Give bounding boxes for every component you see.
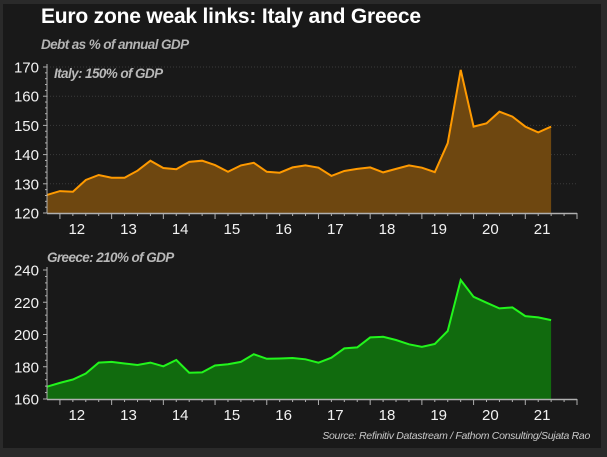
greece-y-tick-label: 200 bbox=[14, 327, 39, 344]
italy-y-tick-label: 160 bbox=[14, 89, 39, 106]
italy-x-tick-label: 14 bbox=[172, 221, 189, 238]
italy-x-tick-label: 17 bbox=[327, 221, 344, 238]
italy-y-tick-label: 130 bbox=[14, 176, 39, 193]
greece-y-tick-label: 180 bbox=[14, 359, 39, 376]
greece-x-tick-label: 16 bbox=[275, 407, 292, 424]
italy-y-tick-label: 170 bbox=[14, 60, 39, 77]
italy-area-fill bbox=[47, 69, 552, 214]
greece-x-tick-label: 20 bbox=[482, 407, 499, 424]
italy-x-tick-label: 20 bbox=[482, 221, 499, 238]
greece-x-tick-label: 21 bbox=[534, 407, 551, 424]
greece-x-tick-label: 14 bbox=[172, 407, 189, 424]
italy-y-tick-label: 150 bbox=[14, 118, 39, 135]
italy-panel: 120 130 140 150 160 170 12 13 14 15 16 17 18 19 20 21 It… bbox=[14, 60, 578, 238]
italy-x-tick-label: 21 bbox=[534, 221, 551, 238]
italy-x-tick-label: 16 bbox=[275, 221, 292, 238]
italy-x-tick-label: 15 bbox=[224, 221, 241, 238]
greece-area-fill bbox=[47, 280, 552, 399]
greece-panel: 160 180 200 220 240 12 13 14 15 16 17 18 19 20 21 Greec… bbox=[14, 250, 578, 424]
greece-y-tick-label: 220 bbox=[14, 295, 39, 312]
greece-y-tick-label: 240 bbox=[14, 263, 39, 280]
greece-x-tick-label: 15 bbox=[224, 407, 241, 424]
greece-y-tick-label: 160 bbox=[14, 392, 39, 409]
italy-x-tick-label: 18 bbox=[379, 221, 396, 238]
greece-x-tick-label: 12 bbox=[68, 407, 85, 424]
italy-panel-label: Italy: 150% of GDP bbox=[54, 66, 164, 81]
italy-series-line bbox=[46, 69, 552, 196]
greece-x-tick-label: 19 bbox=[430, 407, 447, 424]
greece-panel-label: Greece: 210% of GDP bbox=[47, 250, 175, 265]
italy-x-tick-label: 13 bbox=[120, 221, 137, 238]
greece-x-tick-label: 18 bbox=[379, 407, 396, 424]
chart-subtitle: Debt as % of annual GDP bbox=[41, 37, 189, 52]
italy-x-tick-label: 12 bbox=[68, 221, 85, 238]
greece-x-tick-label: 17 bbox=[327, 407, 344, 424]
greece-series-line bbox=[46, 277, 552, 388]
source-note: Source: Refinitiv Datastream / Fathom Co… bbox=[322, 430, 590, 442]
greece-x-tick-label: 13 bbox=[120, 407, 137, 424]
italy-y-tick-label: 140 bbox=[14, 147, 39, 164]
italy-x-tick-label: 19 bbox=[430, 221, 447, 238]
chart-title: Euro zone weak links: Italy and Greece bbox=[41, 5, 421, 28]
italy-y-tick-label: 120 bbox=[14, 206, 39, 223]
